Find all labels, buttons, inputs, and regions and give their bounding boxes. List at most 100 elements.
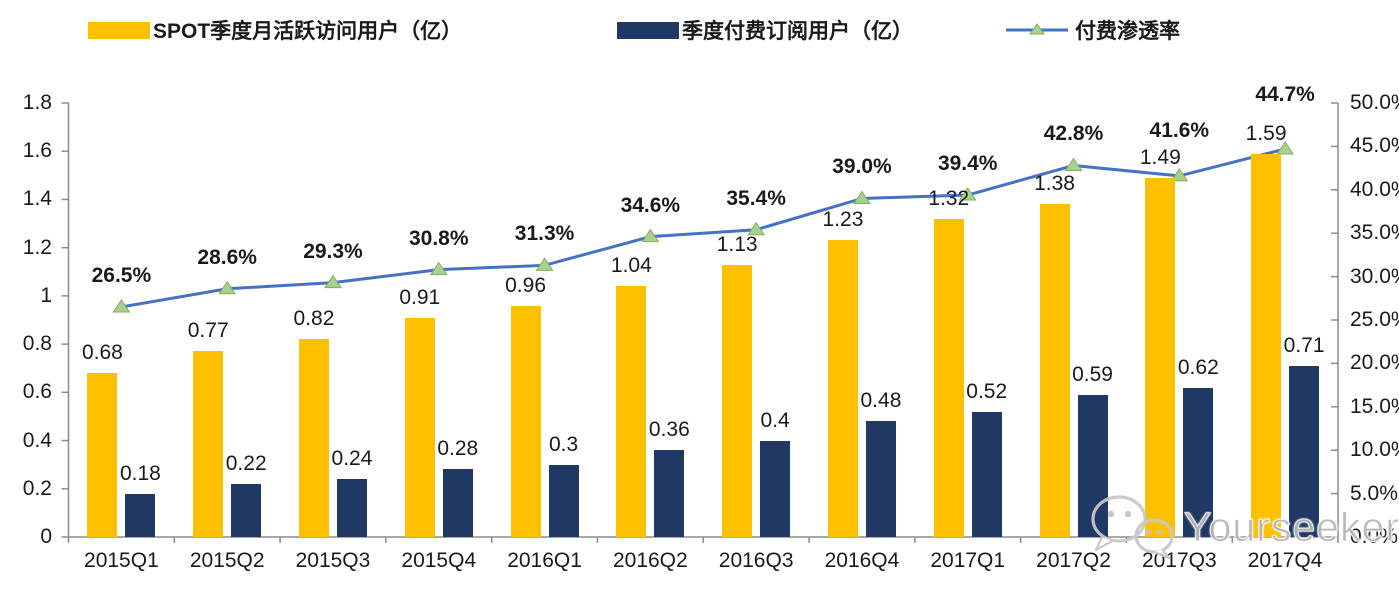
bar-label-mau: 1.23	[822, 208, 864, 232]
x-axis-category-label: 2015Q2	[189, 549, 265, 572]
penetration-label: 26.5%	[91, 263, 152, 287]
bar-label-subscribers: 0.24	[331, 447, 373, 471]
right-axis-tick-label: 10.0%	[1350, 438, 1399, 462]
bar-mau	[1145, 177, 1176, 537]
left-axis-tick-label: 1.6	[22, 139, 52, 163]
legend-item-penetration: 付费渗透率	[1005, 18, 1180, 43]
bar-subscribers	[125, 493, 156, 537]
bar-label-mau: 1.13	[716, 232, 758, 256]
penetration-label: 28.6%	[197, 245, 257, 269]
bar-label-mau: 1.38	[1034, 172, 1075, 196]
left-axis-tick-label: 0.8	[22, 332, 52, 356]
bar-label-subscribers: 0.59	[1072, 362, 1113, 386]
legend-swatch-subscribers	[617, 21, 679, 39]
bar-label-subscribers: 0.52	[966, 379, 1008, 403]
bar-label-mau: 0.96	[505, 273, 546, 297]
bar-label-mau: 1.49	[1139, 145, 1181, 169]
x-axis-category-label: 2017Q4	[1247, 549, 1323, 572]
left-axis-tick-label: 1.8	[22, 91, 52, 114]
bar-subscribers	[548, 464, 579, 537]
right-axis-tick-label: 20.0%	[1350, 351, 1399, 375]
penetration-label: 34.6%	[620, 193, 681, 217]
penetration-label: 39.0%	[832, 155, 892, 179]
bar-mau	[827, 240, 858, 537]
bar-mau	[510, 305, 541, 537]
legend-item-mau: SPOT季度月活跃访问用户（亿）	[88, 18, 463, 43]
left-axis-tick-label: 0.2	[22, 476, 52, 500]
bar-label-subscribers: 0.48	[860, 389, 902, 413]
x-axis-category-label: 2016Q3	[718, 549, 794, 572]
bar-label-mau: 0.82	[293, 307, 335, 331]
bar-mau	[1039, 204, 1070, 537]
bar-mau	[87, 373, 118, 537]
bar-label-subscribers: 0.3	[548, 432, 579, 456]
bar-label-mau: 1.59	[1245, 121, 1287, 145]
right-axis-tick-label: 45.0%	[1350, 134, 1399, 158]
x-axis-category-label: 2016Q1	[507, 549, 582, 572]
bar-label-mau: 0.91	[399, 285, 441, 309]
penetration-label: 29.3%	[303, 239, 363, 263]
bar-mau	[193, 351, 224, 537]
bar-label-mau: 1.32	[928, 186, 970, 210]
right-axis-tick-label: 40.0%	[1350, 177, 1399, 201]
bar-label-subscribers: 0.28	[437, 437, 479, 461]
legend-label-mau: SPOT季度月活跃访问用户（亿）	[153, 20, 463, 43]
bar-subscribers	[971, 411, 1002, 537]
bar-subscribers	[1183, 387, 1214, 537]
bar-label-subscribers: 0.22	[225, 451, 267, 475]
bar-subscribers	[231, 483, 262, 537]
bar-mau	[404, 317, 435, 537]
legend-label-penetration: 付费渗透率	[1075, 20, 1180, 43]
penetration-label: 42.8%	[1043, 122, 1104, 146]
bar-label-mau: 0.77	[187, 319, 229, 343]
bar-subscribers	[442, 469, 473, 537]
right-axis-tick-label: 15.0%	[1350, 394, 1399, 418]
x-axis-category-label: 2016Q2	[612, 549, 688, 572]
penetration-label: 44.7%	[1255, 83, 1315, 106]
right-axis-tick-label: 35.0%	[1350, 221, 1399, 245]
legend-label-subscribers: 季度付费订阅用户（亿）	[682, 20, 913, 43]
right-axis-tick-label: 25.0%	[1350, 308, 1399, 331]
bar-label-subscribers: 0.4	[760, 408, 790, 432]
bar-subscribers	[865, 421, 896, 537]
bar-label-mau: 1.04	[610, 254, 652, 278]
left-axis-tick-label: 1.2	[22, 235, 52, 259]
x-axis-category-label: 2017Q1	[930, 549, 1006, 572]
bar-subscribers	[1289, 365, 1320, 537]
penetration-label: 35.4%	[726, 186, 786, 210]
left-axis-tick-label: 0.6	[22, 380, 52, 404]
left-axis-tick-label: 1.4	[22, 187, 52, 211]
right-axis-tick-label: 0.0%	[1350, 525, 1398, 548]
bar-mau	[933, 218, 964, 537]
bar-label-subscribers: 0.71	[1283, 333, 1325, 357]
bar-subscribers	[760, 440, 791, 537]
penetration-label: 30.8%	[408, 226, 469, 250]
x-axis-category-label: 2015Q4	[401, 549, 477, 572]
left-axis-tick-label: 1	[40, 283, 52, 307]
bar-label-mau: 0.68	[81, 341, 123, 365]
penetration-label: 41.6%	[1149, 118, 1210, 142]
bar-mau	[298, 339, 329, 537]
right-axis-tick-label: 5.0%	[1350, 481, 1398, 505]
bar-label-subscribers: 0.62	[1177, 355, 1219, 379]
right-axis-tick-label: 50.0%	[1350, 91, 1399, 114]
bar-subscribers	[336, 479, 367, 537]
x-axis-category-label: 2017Q2	[1036, 549, 1111, 572]
bar-subscribers	[654, 450, 685, 537]
watermark-text: Yourseeker	[1184, 503, 1399, 550]
legend-item-subscribers: 季度付费订阅用户（亿）	[617, 18, 913, 43]
bar-mau	[722, 264, 753, 537]
wechat-icon	[1091, 495, 1174, 560]
bar-label-subscribers: 0.36	[648, 418, 690, 442]
bar-mau	[1251, 153, 1282, 537]
x-axis-category-label: 2015Q1	[84, 549, 159, 572]
bar-mau	[616, 286, 647, 537]
watermark: Yourseeker	[1088, 492, 1399, 562]
x-axis-category-label: 2015Q3	[295, 549, 371, 572]
legend-swatch-mau	[88, 21, 150, 39]
left-axis-tick-label: 0.4	[22, 428, 52, 452]
x-axis-category-label: 2016Q4	[824, 549, 900, 572]
penetration-label: 31.3%	[514, 222, 575, 246]
right-axis-tick-label: 30.0%	[1350, 264, 1399, 288]
